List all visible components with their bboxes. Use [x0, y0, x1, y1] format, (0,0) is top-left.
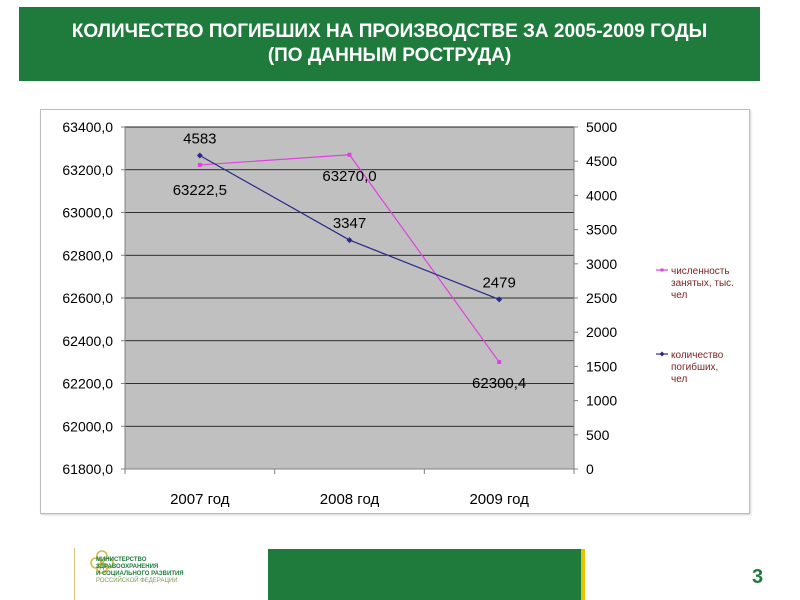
right-tick-label: 0	[586, 461, 594, 477]
legend-label-line: чел	[671, 290, 687, 301]
right-tick-label: 2000	[586, 324, 617, 340]
left-tick-label: 61800,0	[62, 461, 113, 477]
footer-divider	[74, 548, 75, 600]
data-label: 4583	[183, 131, 216, 148]
left-tick-label: 62600,0	[62, 290, 113, 306]
chart-frame: 61800,0 62000,0 62200,0 62400,0 62600,0 62800…	[40, 109, 750, 514]
slide-title-line1: КОЛИЧЕСТВО ПОГИБШИХ НА ПРОИЗВОДСТВЕ ЗА 2…	[71, 21, 708, 42]
left-tick-label: 62200,0	[62, 376, 113, 392]
left-tick-label: 62400,0	[62, 333, 113, 349]
left-tick-label: 62800,0	[62, 247, 113, 263]
right-tick-label: 4500	[586, 153, 617, 169]
legend-label: численность занятых, тыс. чел	[671, 266, 734, 301]
right-tick-label: 4000	[586, 187, 617, 203]
page-number: 3	[752, 566, 764, 588]
title-bar: КОЛИЧЕСТВО ПОГИБШИХ НА ПРОИЗВОДСТВЕ ЗА 2…	[19, 7, 760, 81]
x-category-label: 2008 год	[320, 491, 380, 508]
right-tick-label: 2500	[586, 290, 617, 306]
data-point	[496, 296, 503, 303]
slide-title-line2: (ПО ДАННЫМ РОСТРУДА)	[267, 45, 512, 66]
data-label: 63270,0	[322, 168, 376, 185]
logo-line: ЗДРАВООХРАНЕНИЯ	[96, 564, 159, 570]
left-tick-label: 62000,0	[62, 418, 113, 434]
data-point	[196, 152, 203, 159]
data-point	[347, 152, 352, 157]
ministry-logo	[90, 550, 114, 574]
line-chart: 61800,0 62000,0 62200,0 62400,0 62600,0 62800…	[62, 119, 734, 508]
logo-line: РОССИЙСКОЙ ФЕДЕРАЦИИ	[96, 578, 178, 584]
x-category-label: 2007 год	[170, 491, 230, 508]
logo-line: И СОЦИАЛЬНОГО РАЗВИТИЯ	[96, 571, 184, 577]
footer-bar	[268, 549, 581, 600]
data-label: 3347	[333, 215, 366, 232]
legend-marker	[659, 351, 665, 357]
legend-label: количество погибших, чел	[671, 350, 724, 385]
left-tick-label: 63400,0	[62, 119, 113, 135]
legend-label-line: количество	[671, 350, 724, 361]
footer-accent	[581, 549, 585, 600]
ministry-logo-text: МИНИСТЕРСТВО ЗДРАВООХРАНЕНИЯ И СОЦИАЛЬНО…	[96, 557, 184, 585]
data-label: 2479	[482, 274, 515, 291]
right-tick-label: 3000	[586, 256, 617, 272]
right-tick-label: 1500	[586, 358, 617, 374]
legend-label-line: занятых, тыс.	[671, 278, 734, 289]
data-point	[497, 360, 502, 365]
data-point	[197, 162, 202, 167]
data-label: 62300,4	[472, 375, 526, 392]
right-tick-label: 3500	[586, 222, 617, 238]
x-category-label: 2009 год	[469, 491, 529, 508]
right-tick-label: 5000	[586, 119, 617, 135]
left-tick-label: 63000,0	[62, 205, 113, 221]
right-tick-label: 500	[586, 427, 610, 443]
left-tick-label: 63200,0	[62, 162, 113, 178]
legend-label-line: погибших,	[671, 361, 718, 373]
right-tick-label: 1000	[586, 393, 617, 409]
data-label: 63222,5	[173, 182, 227, 199]
legend-label-line: численность	[671, 266, 730, 277]
logo-line: МИНИСТЕРСТВО	[96, 557, 147, 563]
legend-marker	[660, 268, 664, 272]
legend-label-line: чел	[671, 374, 687, 385]
data-point	[346, 237, 353, 244]
